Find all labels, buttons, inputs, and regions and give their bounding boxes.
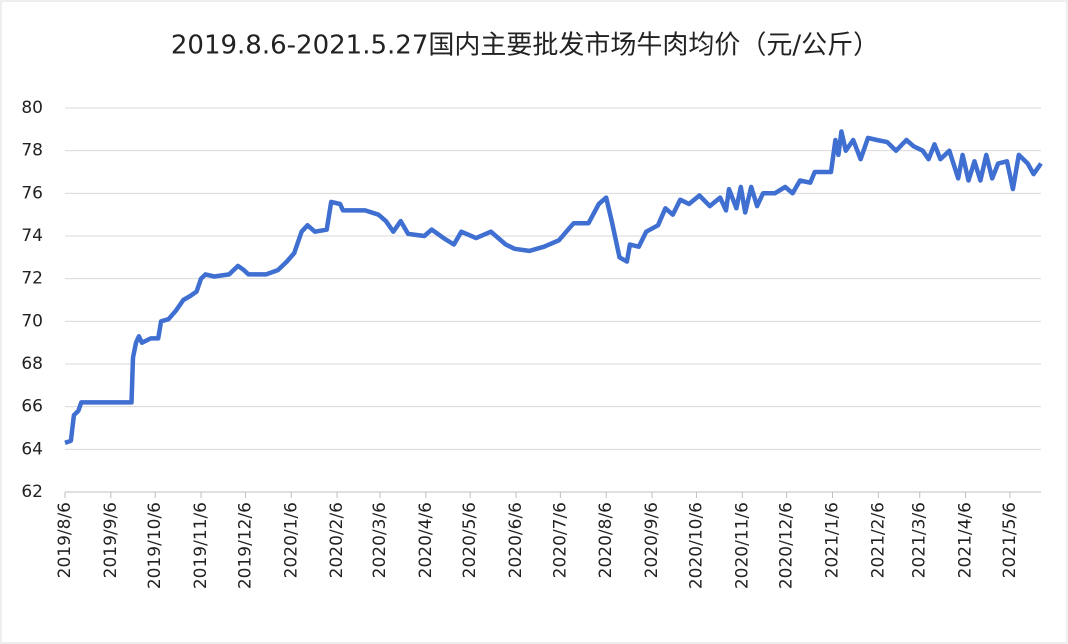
x-tick-label: 2020/3/6 [370,502,390,578]
y-tick-label: 64 [21,439,43,459]
y-tick-label: 62 [21,482,43,502]
x-tick-label: 2021/4/6 [956,502,976,578]
y-tick-label: 70 [21,311,43,331]
x-tick-label: 2020/10/6 [686,502,706,589]
x-tick-label: 2020/7/6 [550,502,570,578]
x-tick-label: 2020/6/6 [506,502,526,578]
x-tick-label: 2021/1/6 [822,502,842,578]
x-tick-label: 2019/12/6 [235,502,255,589]
x-tick-label: 2020/8/6 [596,502,616,578]
chart-title: 2019.8.6-2021.5.27国内主要批发市场牛肉均价（元/公斤） [171,31,879,61]
x-tick-label: 2019/10/6 [145,502,165,589]
x-tick-label: 2020/5/6 [460,502,480,578]
y-tick-label: 66 [21,397,43,417]
x-tick-label: 2020/9/6 [642,502,662,578]
x-tick-label: 2019/11/6 [191,502,211,589]
y-tick-label: 74 [21,226,43,246]
y-tick-label: 78 [21,141,43,161]
x-tick-label: 2020/4/6 [416,502,436,578]
x-tick-label: 2020/11/6 [732,502,752,589]
x-tick-label: 2021/3/6 [910,502,930,578]
y-tick-label: 80 [21,98,43,118]
x-tick-label: 2021/2/6 [868,502,888,578]
x-tick-label: 2020/12/6 [777,502,797,589]
x-tick-label: 2019/9/6 [101,502,121,578]
x-tick-label: 2020/1/6 [281,502,301,578]
y-tick-label: 76 [21,183,43,203]
x-tick-label: 2020/2/6 [327,502,347,578]
x-tick-label: 2021/5/6 [1000,502,1020,578]
x-tick-label: 2019/8/6 [55,502,75,578]
y-tick-label: 68 [21,354,43,374]
price-line [64,129,1043,446]
y-tick-label: 72 [21,269,43,289]
